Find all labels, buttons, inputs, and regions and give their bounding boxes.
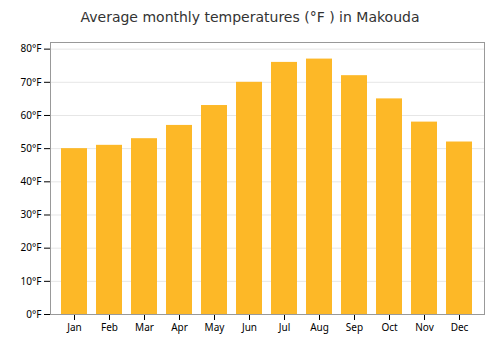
svg-text:20°F: 20°F	[21, 240, 42, 254]
html-text:Average monthly temperatures (: Average monthly temperatures (°F ) in Ma…	[80, 9, 420, 25]
svg-text:Apr: Apr	[171, 320, 188, 334]
svg-text:80°F: 80°F	[21, 41, 42, 55]
svg-text:Feb: Feb	[101, 320, 118, 334]
svg-text:Jan: Jan	[66, 320, 82, 334]
svg-text:May: May	[205, 320, 226, 334]
svg-text:Oct: Oct	[381, 320, 398, 334]
svg-text:Sep: Sep	[346, 320, 363, 334]
svg-text:60°F: 60°F	[21, 108, 42, 122]
svg-text:30°F: 30°F	[21, 207, 42, 221]
svg-text:Jun: Jun	[241, 320, 257, 334]
svg-text:50°F: 50°F	[21, 141, 42, 155]
svg-text:Nov: Nov	[415, 320, 434, 334]
svg-text:0°F: 0°F	[26, 307, 41, 321]
svg-text:10°F: 10°F	[21, 274, 42, 288]
svg-text:Mar: Mar	[135, 320, 154, 334]
svg-text:70°F: 70°F	[21, 75, 42, 89]
svg-text:Dec: Dec	[451, 320, 469, 334]
svg-text:Jul: Jul	[278, 320, 291, 334]
svg-text:Aug: Aug	[310, 320, 329, 334]
svg-text:40°F: 40°F	[21, 174, 42, 188]
